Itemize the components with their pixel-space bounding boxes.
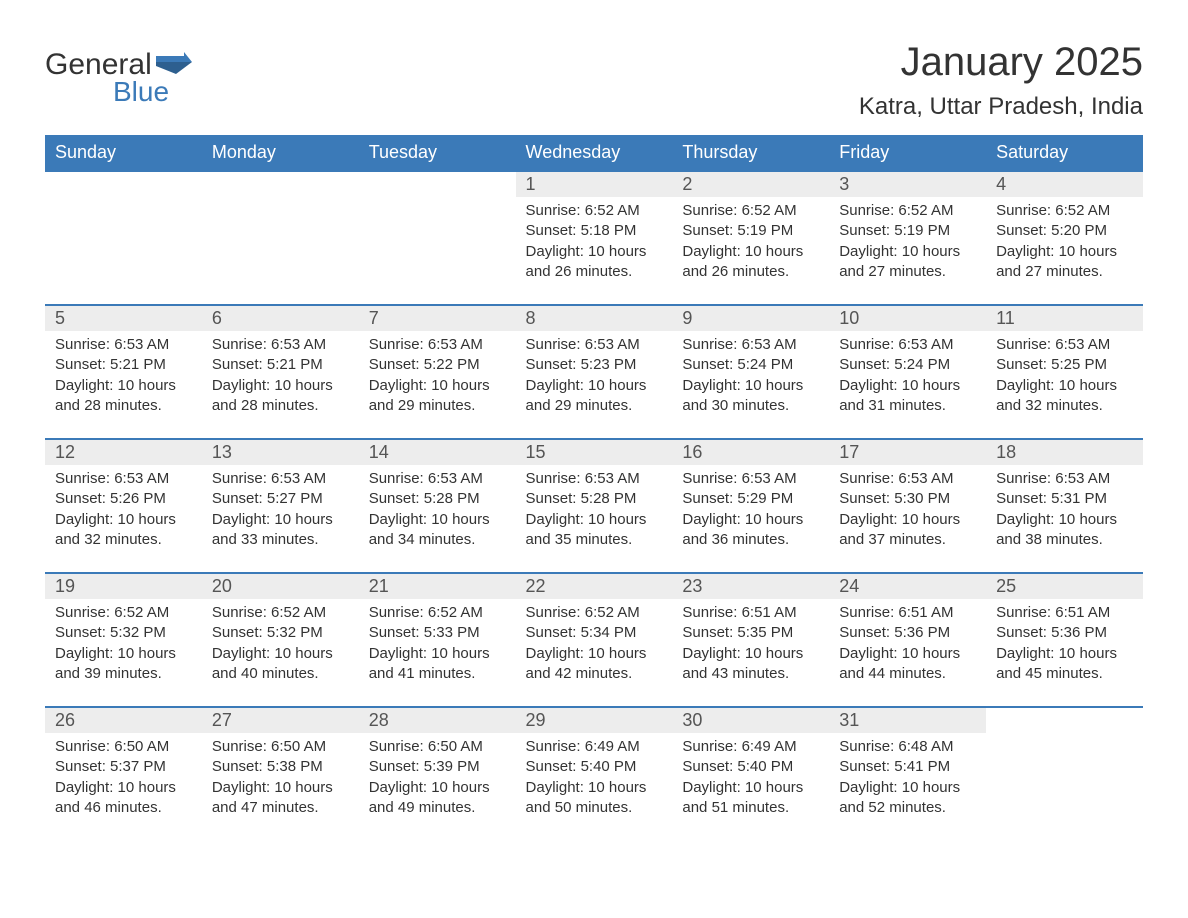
day-number-cell: 7 (359, 305, 516, 331)
day-number-cell: 13 (202, 439, 359, 465)
day-content-row: Sunrise: 6:52 AMSunset: 5:18 PMDaylight:… (45, 197, 1143, 305)
day-content-cell: Sunrise: 6:50 AMSunset: 5:38 PMDaylight:… (202, 733, 359, 841)
day-number-cell: 30 (672, 707, 829, 733)
day-number-cell: 11 (986, 305, 1143, 331)
day-content-cell: Sunrise: 6:52 AMSunset: 5:32 PMDaylight:… (45, 599, 202, 707)
day-number-cell: 19 (45, 573, 202, 599)
day-number-cell: 9 (672, 305, 829, 331)
day-number-cell (45, 171, 202, 197)
weekday-header: Thursday (672, 135, 829, 171)
day-number-cell: 22 (516, 573, 673, 599)
day-number-cell: 27 (202, 707, 359, 733)
day-number-cell: 24 (829, 573, 986, 599)
day-number-cell: 10 (829, 305, 986, 331)
location-subtitle: Katra, Uttar Pradesh, India (859, 93, 1143, 121)
day-number-cell: 16 (672, 439, 829, 465)
day-number-cell: 6 (202, 305, 359, 331)
day-number-cell: 2 (672, 171, 829, 197)
day-content-cell: Sunrise: 6:53 AMSunset: 5:24 PMDaylight:… (672, 331, 829, 439)
day-content-cell (986, 733, 1143, 841)
logo: General Blue (45, 48, 192, 108)
day-content-cell: Sunrise: 6:53 AMSunset: 5:30 PMDaylight:… (829, 465, 986, 573)
day-content-cell (45, 197, 202, 305)
day-number-cell: 31 (829, 707, 986, 733)
day-number-cell: 29 (516, 707, 673, 733)
day-number-row: 19202122232425 (45, 573, 1143, 599)
day-number-cell: 5 (45, 305, 202, 331)
day-content-cell: Sunrise: 6:53 AMSunset: 5:23 PMDaylight:… (516, 331, 673, 439)
calendar-table: SundayMondayTuesdayWednesdayThursdayFrid… (45, 135, 1143, 841)
day-content-cell: Sunrise: 6:53 AMSunset: 5:26 PMDaylight:… (45, 465, 202, 573)
day-number-cell: 15 (516, 439, 673, 465)
day-content-cell: Sunrise: 6:51 AMSunset: 5:36 PMDaylight:… (829, 599, 986, 707)
day-content-cell: Sunrise: 6:50 AMSunset: 5:37 PMDaylight:… (45, 733, 202, 841)
day-number-cell: 26 (45, 707, 202, 733)
day-content-cell: Sunrise: 6:52 AMSunset: 5:19 PMDaylight:… (829, 197, 986, 305)
day-number-cell (359, 171, 516, 197)
day-number-cell: 8 (516, 305, 673, 331)
day-content-cell: Sunrise: 6:53 AMSunset: 5:28 PMDaylight:… (516, 465, 673, 573)
weekday-header: Monday (202, 135, 359, 171)
logo-text-blue: Blue (113, 76, 192, 108)
day-number-cell: 17 (829, 439, 986, 465)
weekday-header-row: SundayMondayTuesdayWednesdayThursdayFrid… (45, 135, 1143, 171)
day-content-cell: Sunrise: 6:49 AMSunset: 5:40 PMDaylight:… (516, 733, 673, 841)
day-content-cell: Sunrise: 6:49 AMSunset: 5:40 PMDaylight:… (672, 733, 829, 841)
day-content-cell (359, 197, 516, 305)
day-number-row: 262728293031 (45, 707, 1143, 733)
day-content-row: Sunrise: 6:50 AMSunset: 5:37 PMDaylight:… (45, 733, 1143, 841)
day-content-cell: Sunrise: 6:53 AMSunset: 5:25 PMDaylight:… (986, 331, 1143, 439)
day-number-row: 12131415161718 (45, 439, 1143, 465)
day-number-cell: 25 (986, 573, 1143, 599)
day-content-cell: Sunrise: 6:53 AMSunset: 5:27 PMDaylight:… (202, 465, 359, 573)
day-content-row: Sunrise: 6:53 AMSunset: 5:21 PMDaylight:… (45, 331, 1143, 439)
day-number-cell: 21 (359, 573, 516, 599)
day-number-row: 567891011 (45, 305, 1143, 331)
day-number-cell: 18 (986, 439, 1143, 465)
day-content-cell: Sunrise: 6:52 AMSunset: 5:33 PMDaylight:… (359, 599, 516, 707)
day-content-cell: Sunrise: 6:51 AMSunset: 5:36 PMDaylight:… (986, 599, 1143, 707)
weekday-header: Wednesday (516, 135, 673, 171)
day-content-cell: Sunrise: 6:51 AMSunset: 5:35 PMDaylight:… (672, 599, 829, 707)
day-content-cell: Sunrise: 6:52 AMSunset: 5:18 PMDaylight:… (516, 197, 673, 305)
day-number-cell: 1 (516, 171, 673, 197)
day-number-row: 1234 (45, 171, 1143, 197)
day-content-cell: Sunrise: 6:48 AMSunset: 5:41 PMDaylight:… (829, 733, 986, 841)
weekday-header: Tuesday (359, 135, 516, 171)
day-number-cell: 20 (202, 573, 359, 599)
day-content-cell: Sunrise: 6:52 AMSunset: 5:19 PMDaylight:… (672, 197, 829, 305)
day-number-cell (986, 707, 1143, 733)
day-number-cell: 14 (359, 439, 516, 465)
day-content-row: Sunrise: 6:52 AMSunset: 5:32 PMDaylight:… (45, 599, 1143, 707)
day-content-cell: Sunrise: 6:53 AMSunset: 5:28 PMDaylight:… (359, 465, 516, 573)
title-block: January 2025 Katra, Uttar Pradesh, India (859, 40, 1143, 121)
page-header: General Blue January 2025 Katra, Uttar P… (45, 40, 1143, 121)
day-content-cell: Sunrise: 6:50 AMSunset: 5:39 PMDaylight:… (359, 733, 516, 841)
day-content-cell: Sunrise: 6:53 AMSunset: 5:29 PMDaylight:… (672, 465, 829, 573)
day-content-cell: Sunrise: 6:53 AMSunset: 5:21 PMDaylight:… (45, 331, 202, 439)
flag-icon (156, 52, 192, 79)
day-number-cell: 12 (45, 439, 202, 465)
day-content-cell: Sunrise: 6:53 AMSunset: 5:21 PMDaylight:… (202, 331, 359, 439)
weekday-header: Friday (829, 135, 986, 171)
day-content-cell: Sunrise: 6:53 AMSunset: 5:24 PMDaylight:… (829, 331, 986, 439)
day-number-cell (202, 171, 359, 197)
day-content-cell: Sunrise: 6:52 AMSunset: 5:20 PMDaylight:… (986, 197, 1143, 305)
day-content-row: Sunrise: 6:53 AMSunset: 5:26 PMDaylight:… (45, 465, 1143, 573)
weekday-header: Sunday (45, 135, 202, 171)
day-content-cell: Sunrise: 6:52 AMSunset: 5:32 PMDaylight:… (202, 599, 359, 707)
day-number-cell: 23 (672, 573, 829, 599)
day-content-cell (202, 197, 359, 305)
weekday-header: Saturday (986, 135, 1143, 171)
day-content-cell: Sunrise: 6:52 AMSunset: 5:34 PMDaylight:… (516, 599, 673, 707)
day-content-cell: Sunrise: 6:53 AMSunset: 5:22 PMDaylight:… (359, 331, 516, 439)
day-number-cell: 3 (829, 171, 986, 197)
month-title: January 2025 (859, 40, 1143, 85)
day-number-cell: 28 (359, 707, 516, 733)
day-content-cell: Sunrise: 6:53 AMSunset: 5:31 PMDaylight:… (986, 465, 1143, 573)
day-number-cell: 4 (986, 171, 1143, 197)
